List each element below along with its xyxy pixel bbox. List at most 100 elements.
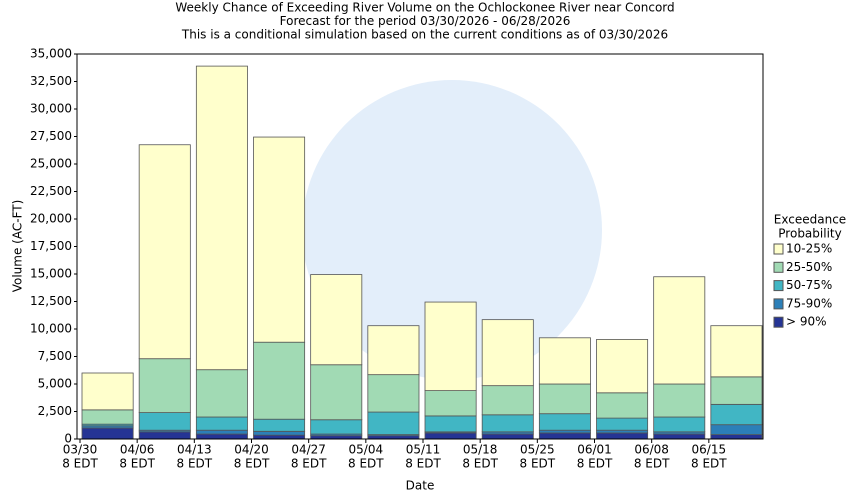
bar-segment: [538, 383, 591, 415]
bar-segment: [481, 433, 534, 440]
x-tick-label: 06/01: [577, 443, 612, 457]
bar-segment: [653, 383, 706, 418]
x-tick-label: 8 EDT: [577, 457, 613, 471]
y-tick-label: 5,000: [38, 377, 72, 391]
legend-label: 10-25%: [786, 242, 832, 256]
x-tick-label: 06/15: [692, 443, 727, 457]
chart-subtitle: This is a conditional simulation based o…: [181, 28, 668, 42]
x-tick-label: 8 EDT: [177, 457, 213, 471]
y-tick-label: 30,000: [30, 102, 72, 116]
bar-segment: [596, 432, 649, 440]
x-tick-label: 8 EDT: [62, 457, 98, 471]
x-tick-label: 8 EDT: [348, 457, 384, 471]
y-tick-label: 15,000: [30, 267, 72, 281]
x-tick-label: 8 EDT: [691, 457, 727, 471]
x-tick-label: 05/04: [349, 443, 384, 457]
bar-segment: [710, 376, 763, 405]
bar-segment: [538, 429, 591, 434]
bar-segment: [195, 369, 248, 418]
y-tick-label: 25,000: [30, 157, 72, 171]
y-tick-label: 12,500: [30, 294, 72, 308]
bar-segment: [596, 417, 649, 431]
x-axis-label: Date: [406, 479, 435, 493]
bar-segment: [710, 424, 763, 436]
x-tick-label: 04/20: [234, 443, 269, 457]
watermark: [302, 80, 602, 380]
bar-segment: [538, 413, 591, 431]
x-tick-label: 06/08: [634, 443, 669, 457]
x-tick-label: 05/25: [520, 443, 555, 457]
y-tick-label: 22,500: [30, 184, 72, 198]
y-tick-label: 35,000: [30, 47, 72, 61]
bar-segment: [710, 325, 763, 378]
bar-segment: [253, 418, 306, 432]
y-axis-label: Volume (AC-FT): [11, 200, 25, 293]
bar-segment: [596, 429, 649, 434]
legend-title: Probability: [778, 227, 841, 241]
x-tick-label: 04/13: [177, 443, 212, 457]
bar-segment: [138, 144, 191, 360]
legend-label: 50-75%: [786, 278, 832, 292]
bar-segment: [481, 385, 534, 416]
bar-segment: [253, 341, 306, 420]
y-tick-label: 0: [64, 432, 72, 446]
x-tick-label: 04/06: [120, 443, 155, 457]
x-tick-label: 05/11: [406, 443, 441, 457]
bar-segment: [367, 325, 420, 376]
bar-segment: [195, 416, 248, 431]
y-tick-label: 27,500: [30, 129, 72, 143]
bar-segment: [195, 429, 248, 435]
legend-swatch: [773, 316, 784, 328]
legend-swatch: [773, 280, 784, 292]
bar-segment: [367, 374, 420, 413]
bar-segment: [138, 412, 191, 431]
bar-segment: [653, 416, 706, 433]
bar-segment: [481, 414, 534, 433]
chart-subtitle: Forecast for the period 03/30/2026 - 06/…: [280, 14, 571, 28]
bar-segment: [253, 434, 306, 440]
bar-segment: [653, 433, 706, 440]
legend-label: 25-50%: [786, 260, 832, 274]
bar-segment: [195, 433, 248, 440]
legend-swatch: [773, 261, 784, 273]
legend-title: Exceedance: [774, 213, 846, 227]
plot-frame: [76, 53, 764, 440]
y-tick-label: 32,500: [30, 74, 72, 88]
x-tick-label: 8 EDT: [405, 457, 441, 471]
x-tick-label: 8 EDT: [462, 457, 498, 471]
bar-segment: [138, 431, 191, 440]
bar-segment: [710, 403, 763, 426]
bar-segment: [138, 358, 191, 414]
x-tick-label: 03/30: [63, 443, 98, 457]
bar-segment: [81, 427, 134, 440]
x-tick-label: 8 EDT: [520, 457, 556, 471]
bar-segment: [481, 319, 534, 387]
x-tick-label: 8 EDT: [634, 457, 670, 471]
legend-label: 75-90%: [786, 296, 832, 310]
chart-title: Weekly Chance of Exceeding River Volume …: [175, 1, 674, 15]
bar-segment: [596, 392, 649, 419]
bar-segment: [310, 274, 363, 366]
bar-segment: [253, 430, 306, 436]
bar-segment: [310, 364, 363, 421]
bar-segment: [81, 372, 134, 411]
legend-swatch: [773, 243, 784, 255]
bar-segment: [367, 411, 420, 435]
bar-segment: [253, 136, 306, 343]
bar-segment: [195, 65, 248, 371]
bar-segment: [538, 432, 591, 440]
x-tick-label: 8 EDT: [234, 457, 270, 471]
bar-segment: [596, 339, 649, 394]
x-tick-label: 8 EDT: [119, 457, 155, 471]
bar-segment: [653, 276, 706, 385]
bar-segment: [81, 409, 134, 425]
x-tick-label: 04/27: [291, 443, 326, 457]
legend-swatch: [773, 298, 784, 310]
bar-segment: [424, 301, 477, 391]
x-tick-label: 8 EDT: [291, 457, 327, 471]
bar-segment: [424, 415, 477, 433]
y-tick-label: 10,000: [30, 322, 72, 336]
bar-segment: [424, 432, 477, 440]
y-tick-label: 17,500: [30, 239, 72, 253]
